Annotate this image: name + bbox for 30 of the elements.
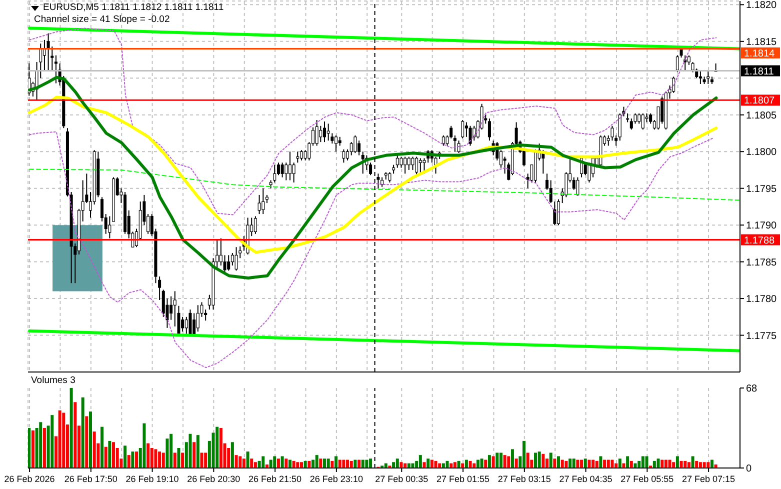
ref-line-label: 1.1807: [744, 96, 776, 107]
y-tick-label: 1.1805: [746, 110, 778, 122]
x-tick-label: 26 Feb 23:10: [310, 474, 363, 484]
ref-line-label: 1.1788: [744, 235, 776, 246]
x-tick-label: 27 Feb 01:55: [436, 474, 490, 484]
y-tick-label: 1.1780: [746, 294, 778, 306]
y-tick-label: 1.1790: [746, 220, 778, 232]
y-tick-label: 1.1815: [746, 36, 778, 48]
y-tick-label: 1.1795: [746, 184, 778, 195]
chart-title: EURUSD,M5 1.1811 1.1812 1.1811 1.1811: [43, 2, 224, 14]
x-tick-label: 27 Feb 03:15: [498, 474, 551, 484]
y-tick-label: 1.1820: [746, 0, 778, 12]
y-tick-label: 1.1800: [746, 147, 778, 158]
x-tick-label: 27 Feb 07:15: [682, 474, 736, 484]
x-tick-label: 27 Feb 04:35: [559, 474, 612, 484]
x-tick-label: 26 Feb 21:50: [248, 474, 302, 484]
x-tick-label: 27 Feb 00:35: [375, 474, 428, 484]
ref-line-label: 1.1811: [744, 66, 774, 78]
y-tick-label: 68: [746, 384, 758, 394]
y-tick-label: 0: [746, 464, 752, 474]
y-tick-label: 1.1775: [746, 330, 778, 342]
x-tick-label: 26 Feb 17:50: [64, 474, 118, 484]
ref-line-label: 1.1814: [744, 48, 776, 60]
chart-title: Volumes 3: [31, 375, 76, 387]
x-tick-label: 26 Feb 2026: [4, 474, 55, 484]
text: Channel size = 41 Slope = -0.02: [33, 14, 171, 26]
x-tick-label: 26 Feb 19:10: [126, 474, 179, 484]
x-tick-label: 27 Feb 05:55: [620, 474, 674, 484]
y-tick-label: 1.1785: [746, 257, 778, 268]
x-tick-label: 26 Feb 20:30: [187, 474, 240, 484]
